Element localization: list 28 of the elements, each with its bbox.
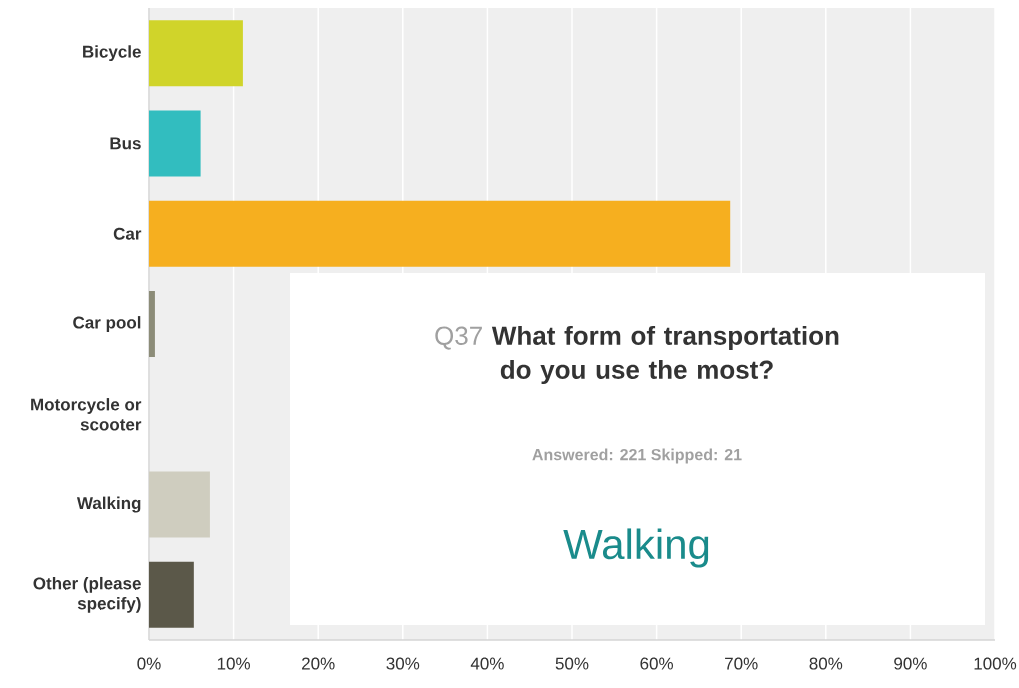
y-tick-label: Car pool [73, 316, 141, 332]
text: Answered: 221 Skipped: 21 [532, 448, 742, 464]
x-tick-label: 80% [809, 657, 843, 670]
bar [149, 291, 155, 358]
x-tick-label: 30% [386, 657, 420, 670]
y-tick-label: Bicycle [83, 45, 141, 62]
x-tick-label: 100% [974, 657, 1017, 670]
annotation: Walking [563, 528, 709, 568]
annotation: Q37 [435, 326, 482, 350]
x-tick-label: 10% [217, 657, 250, 670]
y-tick-label: Bus [110, 137, 141, 150]
y-tick-label: Motorcycle or scooter [31, 398, 142, 431]
x-tick-label: 70% [725, 657, 758, 670]
y-tick-label: Walking [76, 496, 141, 513]
y-tick-label: Car [113, 227, 142, 240]
text: What form of transportation do you use the most? [491, 325, 839, 385]
x-tick-label: 0% [137, 657, 161, 670]
bar [149, 471, 210, 538]
bar [149, 561, 194, 628]
y-tick-label: Other (please specify) [33, 576, 141, 613]
x-tick-label: 20% [302, 657, 335, 670]
x-tick-label: 40% [470, 657, 504, 670]
x-tick-label: 90% [894, 657, 927, 670]
bar [149, 110, 201, 177]
x-tick-label: 60% [640, 657, 674, 670]
bar [149, 200, 731, 267]
bar [149, 20, 243, 87]
x-tick-label: 50% [555, 657, 589, 670]
